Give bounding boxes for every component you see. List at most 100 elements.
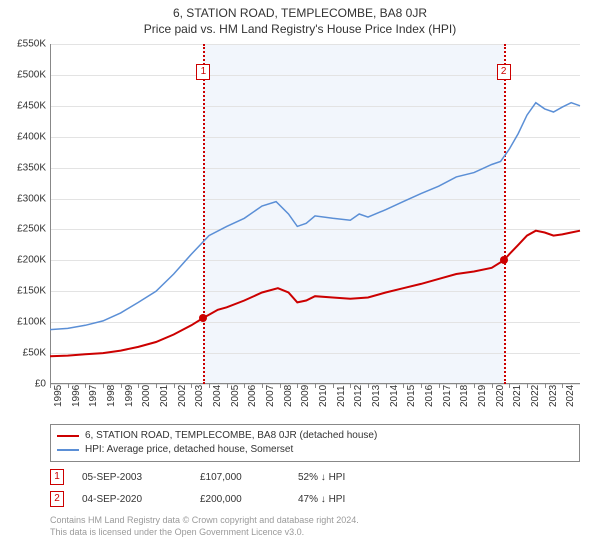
chart-title-address: 6, STATION ROAD, TEMPLECOMBE, BA8 0JR <box>0 0 600 20</box>
x-axis-label: 2001 <box>159 385 170 407</box>
y-axis-label: £0 <box>2 379 46 390</box>
legend-swatch <box>57 449 79 451</box>
x-tick <box>509 384 510 388</box>
x-axis-label: 2010 <box>318 385 329 407</box>
y-axis-label: £250K <box>2 224 46 235</box>
x-tick <box>209 384 210 388</box>
chart-lines <box>50 44 580 384</box>
x-tick <box>562 384 563 388</box>
x-tick <box>474 384 475 388</box>
x-axis-label: 2000 <box>141 385 152 407</box>
x-axis-label: 2023 <box>548 385 559 407</box>
x-axis-label: 2011 <box>336 385 347 407</box>
y-axis-label: £150K <box>2 286 46 297</box>
x-axis-label: 2008 <box>283 385 294 407</box>
x-tick <box>439 384 440 388</box>
y-axis-label: £200K <box>2 255 46 266</box>
y-axis-label: £350K <box>2 162 46 173</box>
series-price_paid <box>50 231 580 357</box>
x-tick <box>403 384 404 388</box>
legend-item: 6, STATION ROAD, TEMPLECOMBE, BA8 0JR (d… <box>57 429 573 443</box>
x-axis-label: 2006 <box>247 385 258 407</box>
x-axis-label: 2015 <box>406 385 417 407</box>
x-axis-label: 2017 <box>442 385 453 407</box>
x-axis-label: 2019 <box>477 385 488 407</box>
transaction-row: 1 05-SEP-2003 £107,000 52% ↓ HPI <box>50 466 580 488</box>
x-axis-label: 2024 <box>565 385 576 407</box>
transaction-vs-hpi: 47% ↓ HPI <box>298 494 388 505</box>
y-axis-label: £50K <box>2 348 46 359</box>
transaction-price: £107,000 <box>200 472 280 483</box>
x-axis-label: 1995 <box>53 385 64 407</box>
x-tick <box>350 384 351 388</box>
x-axis-label: 2021 <box>512 385 523 407</box>
legend-label: HPI: Average price, detached house, Some… <box>85 443 293 457</box>
x-tick <box>138 384 139 388</box>
y-axis-label: £400K <box>2 131 46 142</box>
x-axis-label: 2005 <box>230 385 241 407</box>
x-tick <box>545 384 546 388</box>
transaction-vs-hpi: 52% ↓ HPI <box>298 472 388 483</box>
y-axis-label: £500K <box>2 69 46 80</box>
transaction-date: 05-SEP-2003 <box>82 472 182 483</box>
x-axis-label: 1998 <box>106 385 117 407</box>
x-tick <box>527 384 528 388</box>
x-tick <box>68 384 69 388</box>
x-axis-label: 2002 <box>177 385 188 407</box>
x-axis-label: 2009 <box>300 385 311 407</box>
attribution-footer: Contains HM Land Registry data © Crown c… <box>50 514 580 538</box>
transaction-marker-dot <box>500 256 508 264</box>
transaction-marker-dot <box>199 314 207 322</box>
x-axis-label: 2014 <box>389 385 400 407</box>
transaction-row: 2 04-SEP-2020 £200,000 47% ↓ HPI <box>50 488 580 510</box>
x-tick <box>174 384 175 388</box>
y-axis-label: £300K <box>2 193 46 204</box>
x-axis-label: 2004 <box>212 385 223 407</box>
x-axis-label: 2018 <box>459 385 470 407</box>
x-tick <box>492 384 493 388</box>
x-axis-label: 2016 <box>424 385 435 407</box>
x-tick <box>191 384 192 388</box>
y-axis-label: £550K <box>2 39 46 50</box>
x-tick <box>333 384 334 388</box>
x-tick <box>262 384 263 388</box>
x-tick <box>85 384 86 388</box>
x-axis-label: 2003 <box>194 385 205 407</box>
y-axis-label: £450K <box>2 100 46 111</box>
price-chart: £0£50K£100K£150K£200K£250K£300K£350K£400… <box>50 44 580 384</box>
chart-legend: 6, STATION ROAD, TEMPLECOMBE, BA8 0JR (d… <box>50 424 580 462</box>
footer-line-2: This data is licensed under the Open Gov… <box>50 526 580 538</box>
x-tick <box>368 384 369 388</box>
legend-label: 6, STATION ROAD, TEMPLECOMBE, BA8 0JR (d… <box>85 429 377 443</box>
chart-title-subtitle: Price paid vs. HM Land Registry's House … <box>0 20 600 36</box>
x-axis-label: 2020 <box>495 385 506 407</box>
x-axis-label: 2022 <box>530 385 541 407</box>
transaction-number-box: 2 <box>50 491 64 507</box>
transactions-table: 1 05-SEP-2003 £107,000 52% ↓ HPI 2 04-SEP-202… <box>50 466 580 510</box>
x-axis-label: 1997 <box>88 385 99 407</box>
x-tick <box>421 384 422 388</box>
x-axis-label: 2007 <box>265 385 276 407</box>
x-axis-label: 2012 <box>353 385 364 407</box>
x-tick <box>156 384 157 388</box>
x-tick <box>315 384 316 388</box>
x-tick <box>456 384 457 388</box>
x-tick <box>103 384 104 388</box>
x-axis-label: 2013 <box>371 385 382 407</box>
x-tick <box>227 384 228 388</box>
x-tick <box>121 384 122 388</box>
legend-swatch <box>57 435 79 437</box>
y-axis-label: £100K <box>2 317 46 328</box>
x-tick <box>297 384 298 388</box>
x-axis-label: 1996 <box>71 385 82 407</box>
footer-line-1: Contains HM Land Registry data © Crown c… <box>50 514 580 526</box>
transaction-price: £200,000 <box>200 494 280 505</box>
x-axis-label: 1999 <box>124 385 135 407</box>
transaction-number-box: 1 <box>50 469 64 485</box>
x-tick <box>244 384 245 388</box>
x-tick <box>386 384 387 388</box>
transaction-date: 04-SEP-2020 <box>82 494 182 505</box>
x-tick <box>50 384 51 388</box>
legend-item: HPI: Average price, detached house, Some… <box>57 443 573 457</box>
x-tick <box>280 384 281 388</box>
